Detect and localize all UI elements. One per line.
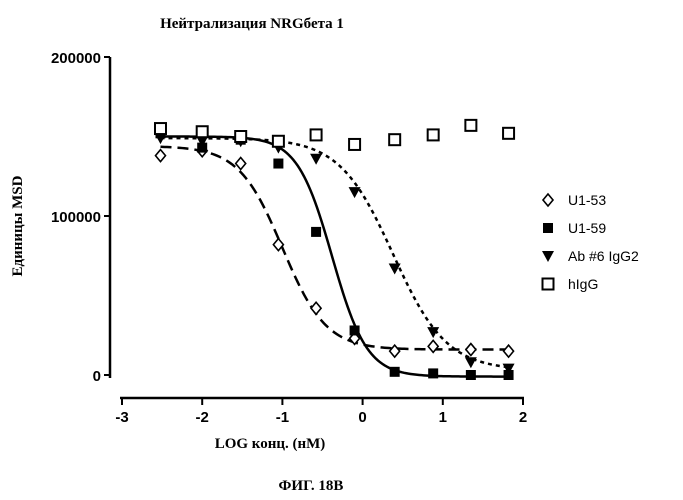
chart-title: Нейтрализация NRGбета 1 [160,16,344,32]
data-point [466,370,476,380]
x-tick-label: 2 [519,409,527,426]
y-axis-label: Единицы MSD [10,175,26,276]
data-point [310,154,322,165]
data-point [349,139,360,150]
data-point [350,325,360,335]
legend-label: U1-53 [568,192,606,208]
legend-marker [543,223,553,233]
x-tick-label: 0 [358,409,366,426]
data-point [503,128,514,139]
data-point [311,227,321,237]
legend-marker [543,194,553,206]
y-tick-label: 0 [93,368,101,385]
y-tick-label: 200000 [51,50,101,67]
data-point [273,136,284,147]
fit-curve [161,147,509,350]
data-point [466,344,476,356]
data-point [155,150,165,162]
legend-label: U1-59 [568,220,606,236]
data-point [428,368,438,378]
data-point [465,120,476,131]
data-point [311,302,321,314]
legend-marker [542,251,554,262]
legend-label: hIgG [568,276,598,292]
data-point [311,129,322,140]
data-point [349,187,361,198]
data-point [465,357,477,368]
x-tick-label: 1 [439,409,447,426]
data-point [390,367,400,377]
data-point [155,123,166,134]
x-tick-label: -3 [115,409,128,426]
data-point [428,129,439,140]
data-point [273,159,283,169]
fit-curve [161,137,509,377]
data-point [197,126,208,137]
legend-marker [543,279,554,290]
figure-caption: ФИГ. 18В [279,478,344,494]
legend: U1-53 U1-59 Ab #6 IgG2 hIgG [542,192,639,292]
legend-label: Ab #6 IgG2 [568,248,639,264]
x-tick-label: -1 [276,409,289,426]
data-point [389,134,400,145]
data-point [236,158,246,170]
x-axis-label: LOG конц. (нМ) [215,436,326,452]
data-point [504,345,514,357]
data-point [235,131,246,142]
y-tick-label: 100000 [51,209,101,226]
plot-area: -3 -2 -1 0 1 2 0 100000 200000 [51,50,527,426]
x-tick-label: -2 [196,409,209,426]
